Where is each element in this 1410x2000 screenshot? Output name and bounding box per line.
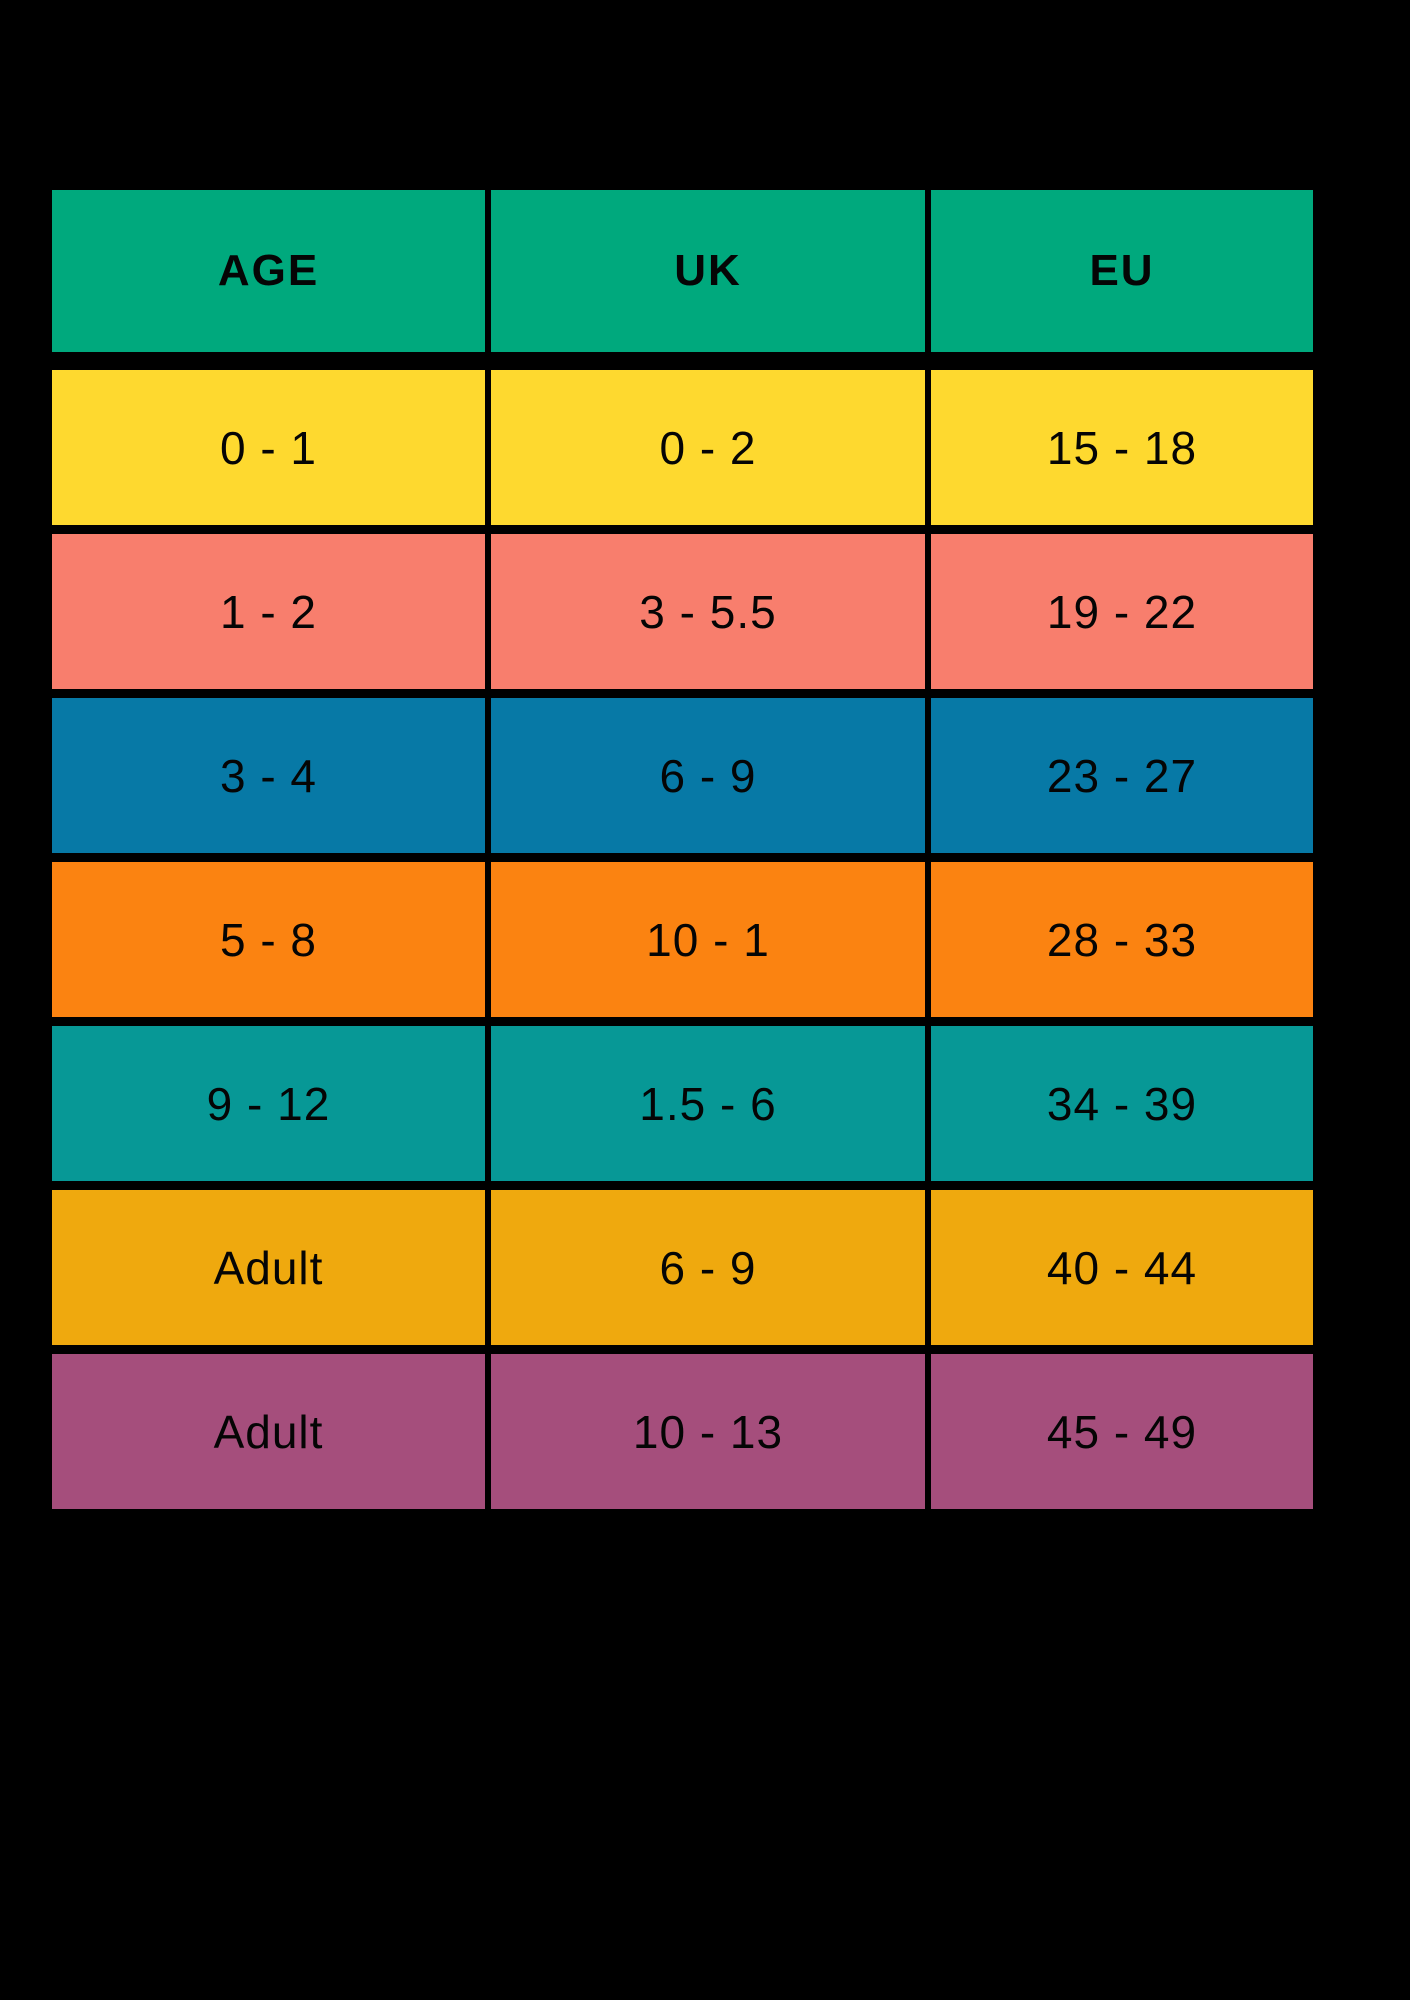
header-row: AGE UK EU [52, 190, 1313, 352]
table-row-3: 3 - 4 6 - 9 23 - 27 [52, 698, 1313, 853]
table-row-1: 0 - 1 0 - 2 15 - 18 [52, 370, 1313, 525]
age-cell: 5 - 8 [52, 862, 485, 1017]
eu-cell: 40 - 44 [931, 1190, 1313, 1345]
table-row-4: 5 - 8 10 - 1 28 - 33 [52, 862, 1313, 1017]
uk-cell: 10 - 13 [491, 1354, 925, 1509]
eu-cell: 19 - 22 [931, 534, 1313, 689]
uk-cell: 1.5 - 6 [491, 1026, 925, 1181]
uk-cell: 0 - 2 [491, 370, 925, 525]
uk-cell: 10 - 1 [491, 862, 925, 1017]
eu-cell: 28 - 33 [931, 862, 1313, 1017]
age-cell: 9 - 12 [52, 1026, 485, 1181]
age-cell: Adult [52, 1190, 485, 1345]
table-row-7: Adult 10 - 13 45 - 49 [52, 1354, 1313, 1509]
uk-cell: 6 - 9 [491, 1190, 925, 1345]
uk-cell: 6 - 9 [491, 698, 925, 853]
eu-cell: 15 - 18 [931, 370, 1313, 525]
table-row-2: 1 - 2 3 - 5.5 19 - 22 [52, 534, 1313, 689]
header-cell-age: AGE [52, 190, 485, 352]
age-cell: 0 - 1 [52, 370, 485, 525]
age-cell: 1 - 2 [52, 534, 485, 689]
size-chart-table: AGE UK EU 0 - 1 0 - 2 15 - 18 1 - 2 3 - … [52, 190, 1313, 1509]
table-row-6: Adult 6 - 9 40 - 44 [52, 1190, 1313, 1345]
uk-cell: 3 - 5.5 [491, 534, 925, 689]
eu-cell: 34 - 39 [931, 1026, 1313, 1181]
eu-cell: 45 - 49 [931, 1354, 1313, 1509]
header-cell-eu: EU [931, 190, 1313, 352]
header-cell-uk: UK [491, 190, 925, 352]
age-cell: 3 - 4 [52, 698, 485, 853]
age-cell: Adult [52, 1354, 485, 1509]
table-row-5: 9 - 12 1.5 - 6 34 - 39 [52, 1026, 1313, 1181]
eu-cell: 23 - 27 [931, 698, 1313, 853]
